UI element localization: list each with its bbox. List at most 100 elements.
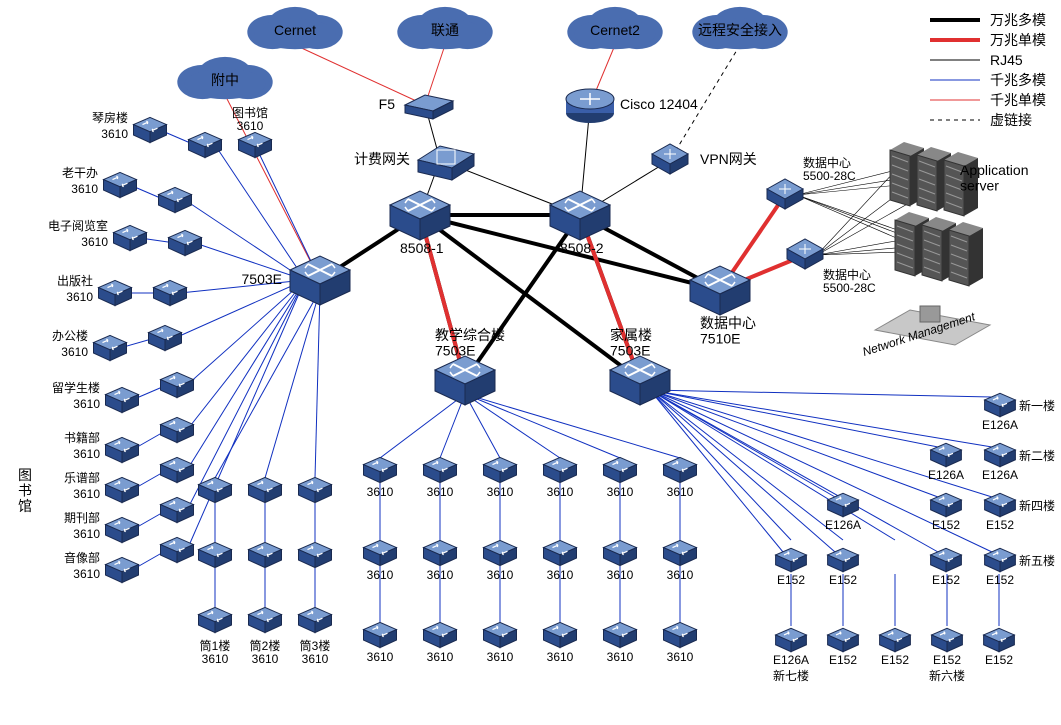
svg-text:远程安全接入: 远程安全接入 xyxy=(698,22,782,38)
svg-text:Cisco 12404: Cisco 12404 xyxy=(620,96,698,112)
svg-text:E152: E152 xyxy=(829,573,857,587)
switch-icon xyxy=(106,517,139,542)
switch-icon xyxy=(189,132,222,157)
svg-text:3610: 3610 xyxy=(367,568,394,582)
svg-text:3610: 3610 xyxy=(367,485,394,499)
switch-icon xyxy=(604,457,637,482)
svg-text:3610: 3610 xyxy=(73,487,100,501)
switch-icon xyxy=(985,493,1016,517)
switch-icon xyxy=(544,457,577,482)
svg-text:3610: 3610 xyxy=(427,485,454,499)
svg-text:Applicationserver: Applicationserver xyxy=(960,162,1029,193)
svg-text:附中: 附中 xyxy=(211,72,239,88)
svg-text:办公楼: 办公楼 xyxy=(52,328,88,343)
svg-text:E152: E152 xyxy=(985,653,1013,667)
gateway-icon xyxy=(418,146,474,180)
svg-text:7503E: 7503E xyxy=(242,271,282,287)
svg-text:3610: 3610 xyxy=(667,568,694,582)
svg-text:E152: E152 xyxy=(881,653,909,667)
svg-text:乐谱部: 乐谱部 xyxy=(64,470,100,485)
svg-text:图书馆3610: 图书馆3610 xyxy=(232,105,268,133)
switch-icon xyxy=(776,628,807,652)
switch-icon xyxy=(249,477,282,502)
switch-icon xyxy=(169,230,202,255)
switch-icon xyxy=(664,622,697,647)
device-icon xyxy=(652,144,688,174)
switch-icon xyxy=(424,540,457,565)
switch-icon xyxy=(239,132,272,157)
svg-text:电子阅览室: 电子阅览室 xyxy=(48,218,108,233)
switch-icon xyxy=(828,548,859,572)
svg-text:3610: 3610 xyxy=(607,650,634,664)
svg-text:新五楼: 新五楼 xyxy=(1019,553,1055,568)
switch-icon xyxy=(106,437,139,462)
svg-text:E126A: E126A xyxy=(773,653,809,667)
svg-text:琴房楼: 琴房楼 xyxy=(92,110,128,125)
svg-text:3610: 3610 xyxy=(61,345,88,359)
switch-icon xyxy=(424,622,457,647)
svg-text:数据中心7510E: 数据中心7510E xyxy=(700,315,756,346)
core-switch-icon xyxy=(435,356,495,405)
svg-text:计费网关: 计费网关 xyxy=(354,151,410,167)
switch-icon xyxy=(94,335,127,360)
switch-icon xyxy=(161,372,194,397)
switch-icon xyxy=(249,607,282,632)
switch-icon xyxy=(664,457,697,482)
svg-text:3610: 3610 xyxy=(487,650,514,664)
svg-text:RJ45: RJ45 xyxy=(990,52,1023,68)
switch-icon xyxy=(154,280,187,305)
svg-text:万兆单模: 万兆单模 xyxy=(990,32,1046,48)
svg-text:3610: 3610 xyxy=(66,290,93,304)
svg-text:3610: 3610 xyxy=(547,568,574,582)
router-icon xyxy=(566,89,614,123)
switch-icon xyxy=(114,225,147,250)
switch-icon xyxy=(828,628,859,652)
svg-text:E126A: E126A xyxy=(982,418,1018,432)
svg-text:新一楼: 新一楼 xyxy=(1019,398,1055,413)
svg-text:千兆多模: 千兆多模 xyxy=(990,72,1046,88)
svg-text:F5: F5 xyxy=(379,96,396,112)
svg-text:数据中心5500-28C: 数据中心5500-28C xyxy=(803,155,856,183)
switch-icon xyxy=(159,187,192,212)
svg-text:E152: E152 xyxy=(933,653,961,667)
server-rack-icon xyxy=(949,222,983,286)
switch-icon xyxy=(604,540,637,565)
svg-text:筒2楼3610: 筒2楼3610 xyxy=(250,638,281,666)
svg-text:新七楼: 新七楼 xyxy=(773,668,809,683)
svg-text:Cernet2: Cernet2 xyxy=(590,22,640,38)
switch-icon xyxy=(932,628,963,652)
svg-text:E152: E152 xyxy=(777,573,805,587)
svg-text:3610: 3610 xyxy=(427,650,454,664)
switch-icon xyxy=(364,457,397,482)
core-switch-icon xyxy=(290,256,350,305)
svg-text:E126A: E126A xyxy=(982,468,1018,482)
device-icon xyxy=(787,239,823,269)
switch-icon xyxy=(299,477,332,502)
svg-text:3610: 3610 xyxy=(487,485,514,499)
cloud-icon: Cernet xyxy=(247,7,342,49)
svg-text:3610: 3610 xyxy=(81,235,108,249)
svg-text:3610: 3610 xyxy=(101,127,128,141)
switch-icon xyxy=(106,387,139,412)
cloud-icon: Cernet2 xyxy=(567,7,662,49)
switch-icon xyxy=(484,457,517,482)
switch-icon xyxy=(544,540,577,565)
switch-icon xyxy=(104,172,137,197)
svg-text:新六楼: 新六楼 xyxy=(929,668,965,683)
switch-icon xyxy=(106,557,139,582)
switch-icon xyxy=(604,622,637,647)
switch-icon xyxy=(985,548,1016,572)
svg-text:筒3楼3610: 筒3楼3610 xyxy=(300,638,331,666)
switch-icon xyxy=(880,628,911,652)
svg-text:E152: E152 xyxy=(986,518,1014,532)
svg-text:E126A: E126A xyxy=(825,518,861,532)
svg-text:出版社: 出版社 xyxy=(57,273,93,288)
switch-icon xyxy=(99,280,132,305)
cloud-icon: 附中 xyxy=(177,57,272,99)
svg-text:E126A: E126A xyxy=(928,468,964,482)
svg-text:家属楼7503E: 家属楼7503E xyxy=(610,327,652,358)
svg-text:E152: E152 xyxy=(829,653,857,667)
svg-text:3610: 3610 xyxy=(73,397,100,411)
switch-icon xyxy=(544,622,577,647)
svg-text:千兆单模: 千兆单模 xyxy=(990,92,1046,108)
